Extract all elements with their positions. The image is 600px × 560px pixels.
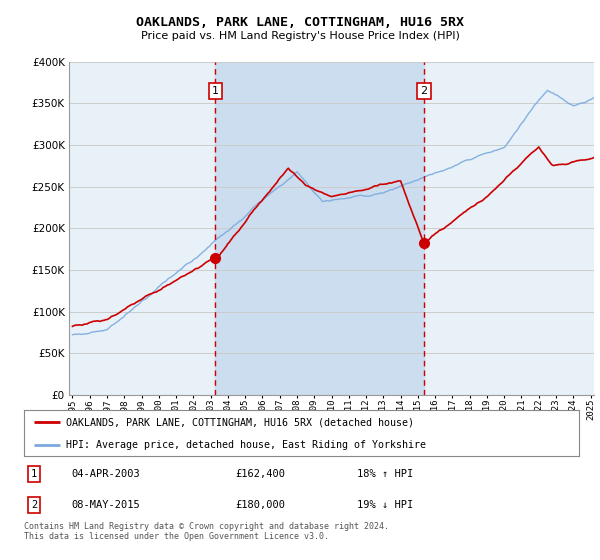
Text: 2: 2 — [421, 86, 427, 96]
Text: Contains HM Land Registry data © Crown copyright and database right 2024.
This d: Contains HM Land Registry data © Crown c… — [24, 522, 389, 542]
Text: 1: 1 — [212, 86, 219, 96]
Text: £180,000: £180,000 — [235, 500, 285, 510]
Text: HPI: Average price, detached house, East Riding of Yorkshire: HPI: Average price, detached house, East… — [65, 440, 425, 450]
Text: 19% ↓ HPI: 19% ↓ HPI — [357, 500, 413, 510]
Text: 2: 2 — [31, 500, 37, 510]
Text: £162,400: £162,400 — [235, 469, 285, 479]
Text: Price paid vs. HM Land Registry's House Price Index (HPI): Price paid vs. HM Land Registry's House … — [140, 31, 460, 41]
Text: 18% ↑ HPI: 18% ↑ HPI — [357, 469, 413, 479]
Text: 08-MAY-2015: 08-MAY-2015 — [71, 500, 140, 510]
Text: OAKLANDS, PARK LANE, COTTINGHAM, HU16 5RX: OAKLANDS, PARK LANE, COTTINGHAM, HU16 5R… — [136, 16, 464, 29]
Text: 1: 1 — [31, 469, 37, 479]
Bar — [215, 62, 424, 395]
Text: 04-APR-2003: 04-APR-2003 — [71, 469, 140, 479]
Text: OAKLANDS, PARK LANE, COTTINGHAM, HU16 5RX (detached house): OAKLANDS, PARK LANE, COTTINGHAM, HU16 5R… — [65, 417, 413, 427]
